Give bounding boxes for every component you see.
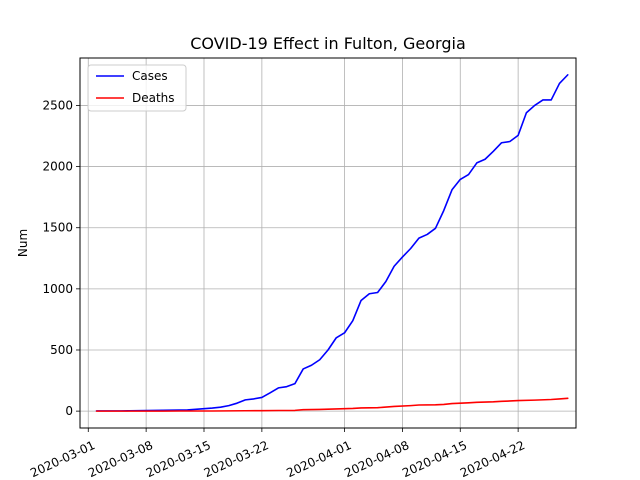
y-tick-label: 2500	[42, 98, 73, 112]
y-tick-label: 500	[50, 343, 73, 357]
legend-label-deaths: Deaths	[132, 91, 175, 105]
y-tick-label: 2000	[42, 160, 73, 174]
legend: Cases Deaths	[87, 64, 187, 112]
y-tick-label: 0	[65, 404, 73, 418]
y-tick-label: 1500	[42, 221, 73, 235]
series-lines	[95, 74, 569, 412]
legend-label-cases: Cases	[132, 69, 168, 83]
y-tick-label: 1000	[42, 282, 73, 296]
y-axis-label: Num	[16, 229, 30, 257]
series-line-deaths	[95, 397, 569, 412]
series-line-cases	[95, 74, 569, 412]
chart-title: COVID-19 Effect in Fulton, Georgia	[190, 34, 466, 53]
plot-frame	[79, 57, 577, 429]
